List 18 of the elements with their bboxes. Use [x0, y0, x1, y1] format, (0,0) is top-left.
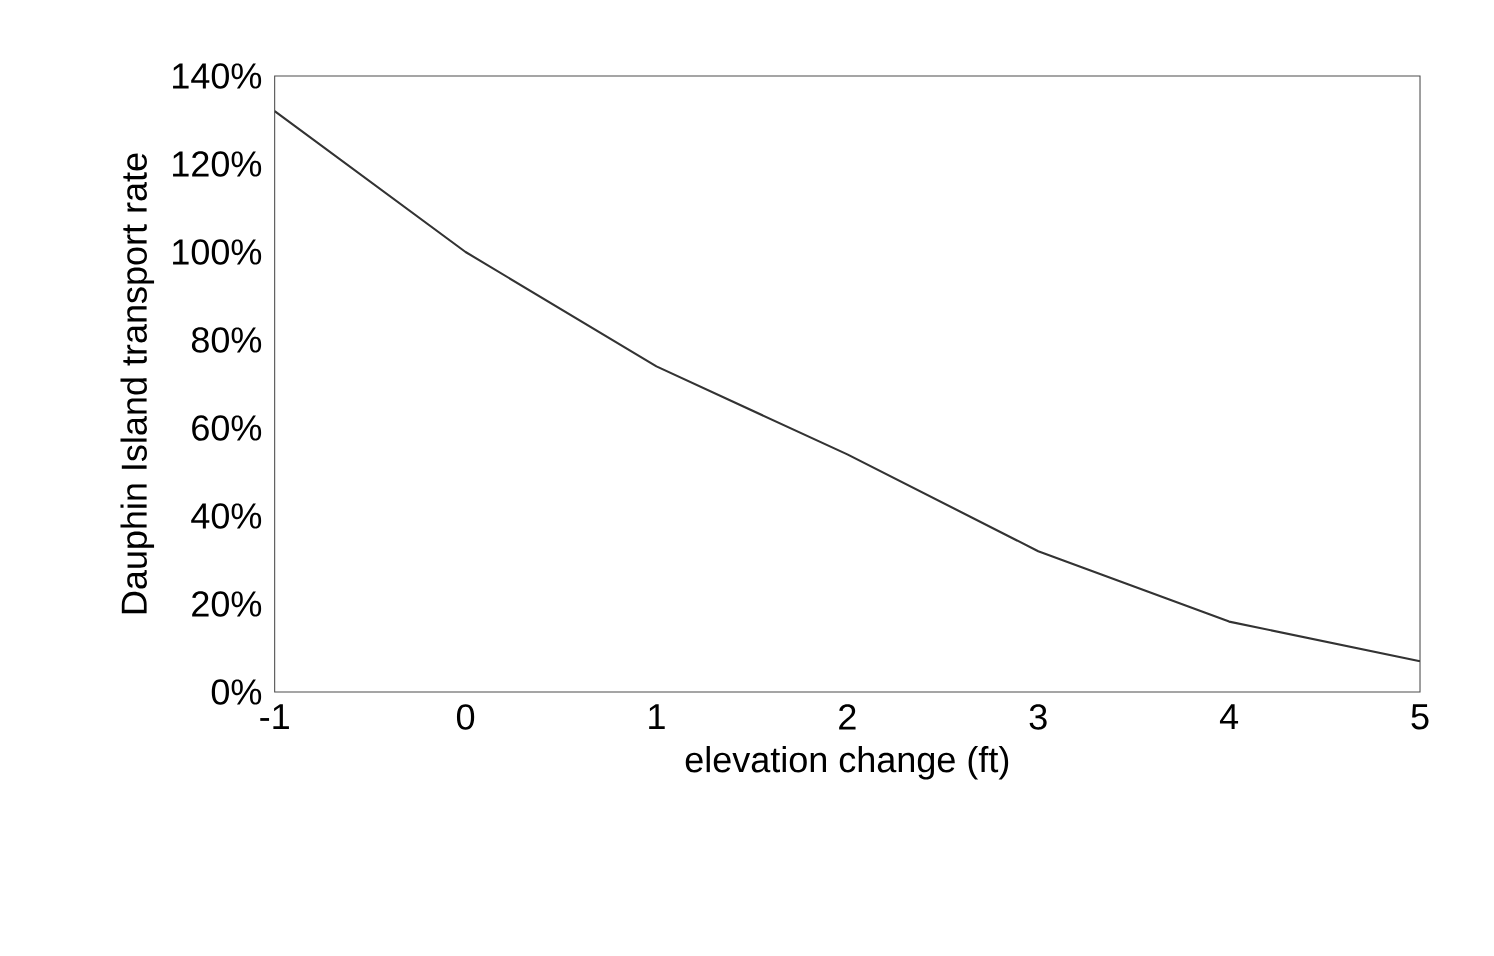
x-tick-label: 2 [839, 704, 856, 730]
line-series [274, 110, 1421, 663]
y-tick-label: 20% [192, 591, 262, 617]
y-tick-label: 60% [192, 415, 262, 441]
y-tick-label: 0% [211, 679, 262, 705]
x-tick-label: -1 [260, 704, 289, 730]
x-tick-label: 5 [1411, 704, 1429, 730]
x-tick-label: 3 [1029, 704, 1047, 730]
y-tick-label: 120% [173, 151, 262, 177]
x-tick-label: 1 [649, 704, 665, 730]
y-tick-label: 100% [173, 239, 262, 265]
y-tick-label: 40% [191, 503, 262, 529]
x-axis-title: elevation change (ft) [685, 746, 1009, 780]
y-tick-label: 140% [173, 63, 262, 89]
x-tick-label: 0 [456, 704, 475, 730]
y-axis-title: Dauphin Island transport rate [120, 153, 155, 614]
x-tick-label: 4 [1219, 704, 1239, 730]
y-tick-label: 80% [191, 327, 262, 353]
